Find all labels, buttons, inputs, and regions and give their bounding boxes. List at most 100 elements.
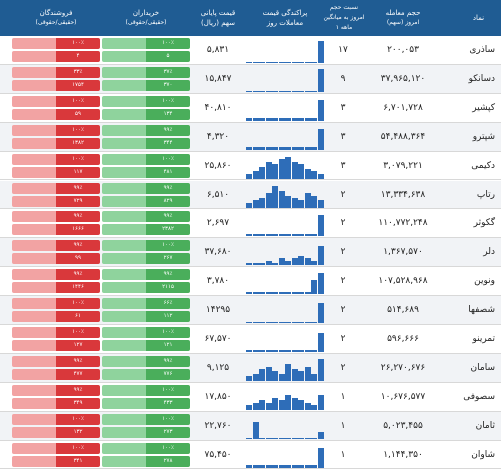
- sellers-value: ۷۲۹: [73, 197, 83, 204]
- table-row[interactable]: گکوثر ۱۱۰,۷۷۲,۲۴۸ ۲ ۲,۶۹۷ ۹۹٪ ۲۳۸۲ ۹۹٪ ۱۶۶۶: [0, 209, 501, 239]
- sellers-split: ۹۹٪ ۱۶۶۶: [12, 211, 100, 236]
- spark-bar: [291, 147, 298, 150]
- header-spark[interactable]: پراکندگی قیمت معاملات روز: [246, 0, 324, 36]
- table-row[interactable]: سصوفی ۱۰,۶۷۶,۵۷۷ ۱ ۱۷,۸۵۰ ۱۰۰٪ ۴۳۳ ۹۹٪ ۳۴۹: [0, 383, 501, 412]
- header-price[interactable]: قیمت پایانی سهم (ریال): [193, 0, 243, 36]
- bar-segment: [12, 38, 56, 49]
- bar-segment: [56, 253, 100, 265]
- sellers-bar: ۳۴۹: [12, 397, 100, 409]
- bar-segment: [12, 66, 56, 78]
- header-sellers[interactable]: فروشندگان (حقیقی/حقوقی): [12, 0, 100, 36]
- spark-bar: [265, 161, 272, 179]
- table-row[interactable]: شپترو ۵۴,۴۸۸,۳۶۴ ۳ ۴,۳۲۰ ۹۹٪ ۳۴۴ ۱۰۰٪ ۱۳۸۲: [0, 122, 501, 152]
- buyers-bar: ۸۲۹: [102, 195, 190, 207]
- closing-price: ۴,۳۲۰: [206, 131, 230, 142]
- symbol-name: شپترو: [472, 131, 495, 142]
- spark-bar: [291, 397, 298, 410]
- spark-bar: [252, 402, 259, 410]
- table-row[interactable]: ونوین ۱۰۷,۵۲۸,۹۶۸ ۲ ۳,۷۸۰ ۹۹٪ ۲۱۱۵ ۹۹٪ ۱۴۴۶: [0, 267, 501, 297]
- buyers-split: ۱۰۰٪ ۱۳۴: [102, 95, 190, 120]
- header-name[interactable]: نماد: [456, 0, 501, 36]
- header-volume[interactable]: حجم معامله امروز (سهم): [362, 0, 444, 36]
- spark-bar: [272, 164, 278, 179]
- buyers-bar: ۱۰۰٪: [102, 327, 190, 338]
- bar-segment: [146, 95, 190, 107]
- price-distribution-sparkline: [246, 66, 324, 92]
- buyers-bar: ۲۷۳: [102, 426, 190, 438]
- buyers-bar: ۹۹٪: [102, 124, 190, 136]
- trade-volume: ۳۷,۹۶۵,۱۲۰: [380, 73, 426, 84]
- buyers-bar: ۱۰۰٪: [102, 240, 190, 252]
- bar-segment: [12, 166, 56, 178]
- sellers-bar: ۹۹٪: [12, 182, 100, 194]
- table-row[interactable]: شصفها ۵۱۴,۶۸۹ ۲ ۱۴۲۹۵ ۶۶٪ ۱۱۲ ۱۰۰٪ ۶۱: [0, 296, 501, 325]
- table-row[interactable]: دکیمی ۳,۰۷۹,۲۲۱ ۳ ۲۵,۸۶۰ ۱۰۰٪ ۴۸۱ ۱۰۰٪ ۱۱۷: [0, 152, 501, 181]
- table-row[interactable]: سامان ۲۶,۲۷۰,۶۷۶ ۲ ۹,۱۲۵ ۹۹٪ ۷۷۶ ۹۹٪ ۴۷۷: [0, 353, 501, 383]
- buyers-split: ۹۹٪ ۲۳۸۲: [102, 211, 190, 236]
- bar-segment: [146, 124, 190, 136]
- spark-bar: [265, 62, 272, 63]
- table-row[interactable]: دلر ۱,۳۶۷,۵۷۰ ۲ ۳۷,۶۸۰ ۱۰۰٪ ۲۶۷ ۹۹٪ ۹۹: [0, 238, 501, 268]
- buyers-value: ۱۰۰٪: [162, 415, 174, 422]
- buyers-value: ۷۷۶: [163, 370, 173, 377]
- symbol-name: دکیمی: [471, 160, 495, 171]
- bar-segment: [146, 455, 190, 467]
- price-distribution-sparkline: [246, 153, 324, 179]
- sellers-bar: ۹۹٪: [12, 355, 100, 367]
- spark-bar: [317, 302, 324, 324]
- sellers-bar: ۱۰۰٪: [12, 413, 100, 425]
- symbol-name: گکوثر: [473, 218, 495, 229]
- symbol-name: سصوفی: [463, 391, 495, 402]
- sellers-bar: ۱۳۸۲: [12, 137, 100, 149]
- table-row[interactable]: دسانکو ۳۷,۹۶۵,۱۲۰ ۹ ۱۵,۸۴۷ ۳۷٪ ۳۷۰ ۳۳٪ ۱۷۵۴: [0, 64, 501, 94]
- bar-segment: [56, 108, 100, 120]
- bar-segment: [146, 327, 190, 338]
- price-distribution-sparkline: [246, 268, 324, 295]
- sellers-bar: ۴۷۷: [12, 368, 100, 380]
- spark-bar: [291, 349, 298, 352]
- spark-bar: [304, 90, 311, 92]
- spark-bar: [259, 368, 265, 381]
- bar-segment: [56, 211, 100, 223]
- header-buyers-label: خریداران: [132, 9, 160, 17]
- table-row[interactable]: رتاپ ۱۳,۳۳۴,۶۳۸ ۲ ۶,۵۱۰ ۹۹٪ ۸۲۹ ۹۹٪ ۷۲۹: [0, 180, 501, 210]
- table-row[interactable]: شاوان ۱,۱۴۴,۳۵۰ ۱ ۷۵,۴۵۰ ۱۰۰٪ ۲۷۸ ۱۰۰٪ ۳۴۱: [0, 441, 501, 470]
- spark-bar: [246, 349, 252, 352]
- spark-bar: [285, 364, 291, 381]
- buyers-bar: ۴۳۳: [102, 397, 190, 409]
- sellers-bar: ۱۳۲: [12, 426, 100, 438]
- spark-bar: [272, 437, 278, 439]
- bar-segment: [146, 153, 190, 165]
- bar-segment: [56, 384, 100, 396]
- spark-bar: [278, 258, 285, 266]
- bar-segment: [102, 51, 146, 62]
- buyers-value: ۶۶٪: [163, 300, 173, 307]
- spark-bar: [278, 465, 285, 468]
- header-ratio[interactable]: نسبت حجم امروز به میانگین ۱ ماهه: [318, 0, 370, 36]
- sellers-value: ۳۴۱: [73, 457, 83, 464]
- spark-bar: [317, 41, 324, 63]
- spark-bar: [311, 322, 317, 324]
- bar-segment: [102, 95, 146, 107]
- closing-price: ۹,۱۲۵: [206, 362, 230, 373]
- table-row[interactable]: ثامان ۵,۰۲۳,۴۵۵ ۱ ۲۲,۷۶۰ ۱۰۰٪ ۲۷۳ ۱۰۰٪ ۱۳۲: [0, 411, 501, 441]
- header-buyers[interactable]: خریداران (حقیقی/حقوقی): [102, 0, 190, 36]
- buyers-bar: ۱۰۰٪: [102, 442, 190, 454]
- price-distribution-sparkline: [246, 124, 324, 150]
- buyers-value: ۱۰۰٪: [162, 155, 174, 162]
- bar-segment: [102, 384, 146, 396]
- spark-bar: [278, 322, 285, 324]
- buyers-split: ۹۹٪ ۳۴۴: [102, 124, 190, 149]
- table-row[interactable]: ساذری ۲۰۰,۰۵۳ ۱۷ ۵,۸۳۱ ۱۰۰٪ ۵ ۱۰۰٪ ۴: [0, 36, 501, 65]
- sellers-split: ۱۰۰٪ ۴: [12, 38, 100, 62]
- sellers-bar: ۱۶۶۶: [12, 224, 100, 236]
- table-row[interactable]: تمرینو ۵۹۶,۶۶۶ ۲ ۶۷,۵۷۰ ۱۰۰٪ ۱۲۱ ۱۰۰٪ ۱۲۷: [0, 325, 501, 354]
- buyers-value: ۱۰۰٪: [162, 97, 174, 104]
- table-row[interactable]: کپشیر ۶,۷۰۱,۷۲۸ ۳ ۴۰,۸۱۰ ۱۰۰٪ ۱۳۴ ۱۰۰٪ ۵۹: [0, 94, 501, 123]
- volume-ratio: ۲: [340, 362, 346, 373]
- bar-segment: [146, 240, 190, 252]
- buyers-split: ۱۰۰٪ ۲۶۷: [102, 240, 190, 265]
- closing-price: ۱۵,۸۴۷: [204, 73, 232, 84]
- bar-segment: [12, 426, 56, 438]
- sellers-value: ۱۰۰٪: [72, 40, 84, 46]
